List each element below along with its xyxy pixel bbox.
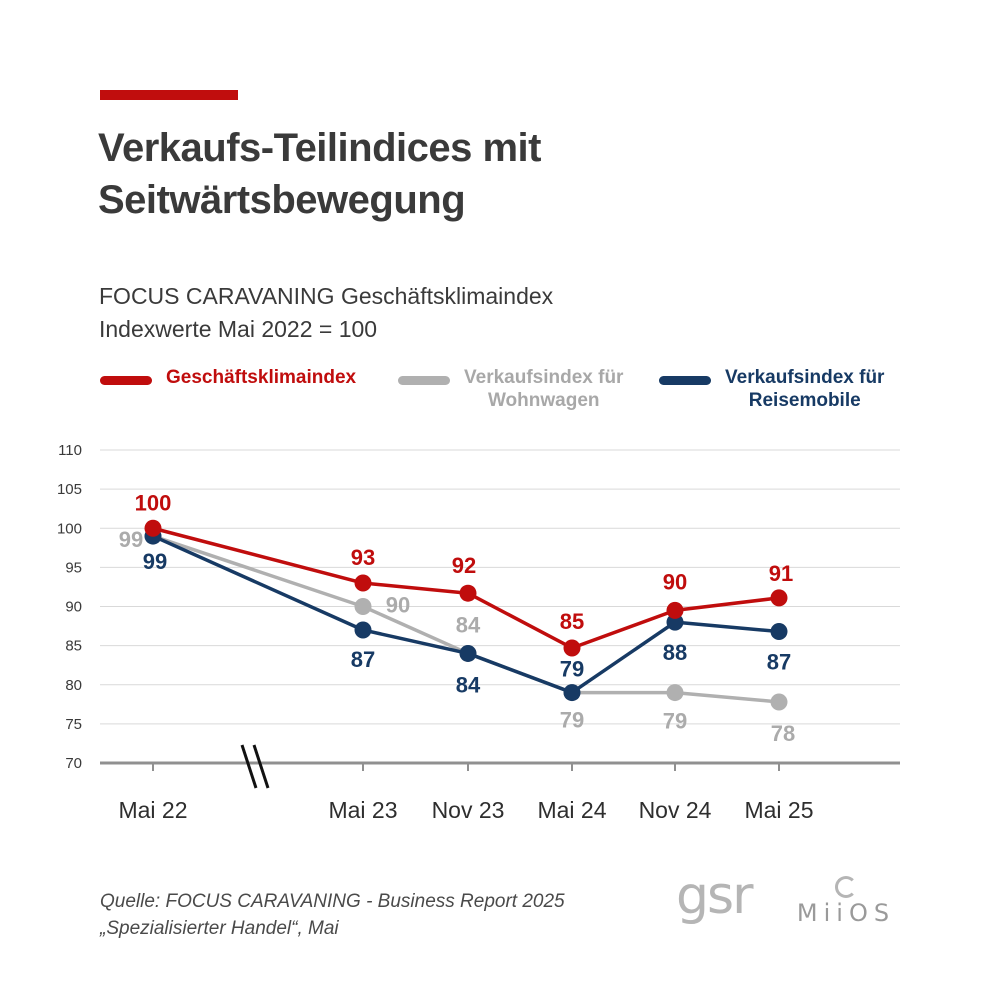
title-line-2: Seitwärtsbewegung bbox=[98, 178, 466, 222]
axis-break-mark bbox=[240, 744, 258, 789]
y-tick-label: 90 bbox=[65, 599, 82, 616]
legend-swatch bbox=[398, 376, 450, 385]
data-label: 87 bbox=[351, 647, 375, 672]
data-label: 79 bbox=[560, 708, 584, 733]
legend-item-geschaeftsklimaindex: Geschäftsklimaindex bbox=[100, 366, 356, 389]
data-point bbox=[144, 519, 162, 537]
gsr-logo: gsr bbox=[676, 870, 776, 940]
data-point bbox=[354, 574, 372, 592]
data-label: 99 bbox=[119, 527, 143, 552]
data-point bbox=[354, 621, 372, 639]
x-tick-label: Nov 24 bbox=[639, 797, 712, 823]
data-point bbox=[563, 684, 581, 702]
miios-logo-text: MiiOS bbox=[796, 899, 896, 927]
x-tick-label: Mai 24 bbox=[537, 797, 606, 823]
y-tick-label: 70 bbox=[65, 755, 82, 772]
chart-subtitle: FOCUS CARAVANING Geschäftsklimaindex Ind… bbox=[99, 280, 553, 346]
source-note: Quelle: FOCUS CARAVANING - Business Repo… bbox=[100, 891, 565, 939]
chart-legend: Geschäftsklimaindex Verkaufsindex für Wo… bbox=[0, 366, 1000, 426]
title-accent-bar bbox=[100, 90, 238, 100]
data-label: 87 bbox=[767, 650, 791, 675]
data-label: 91 bbox=[769, 561, 793, 586]
data-point bbox=[459, 644, 477, 662]
data-label: 90 bbox=[663, 569, 687, 594]
data-label: 84 bbox=[456, 612, 481, 637]
data-label: 79 bbox=[560, 657, 584, 682]
data-point bbox=[666, 613, 684, 631]
chart-title: Verkaufs-Teilindices mit Seitwärtsbewegu… bbox=[98, 122, 541, 226]
miios-ring-icon bbox=[835, 876, 857, 898]
data-label: 93 bbox=[351, 545, 375, 570]
y-tick-label: 105 bbox=[57, 481, 82, 498]
x-tick-label: Nov 23 bbox=[432, 797, 505, 823]
legend-label: Verkaufsindex für Reisemobile bbox=[725, 367, 885, 411]
data-point bbox=[354, 598, 372, 615]
legend-swatch bbox=[100, 376, 152, 385]
x-tick-label: Mai 25 bbox=[744, 797, 813, 823]
title-line-1: Verkaufs-Teilindices mit bbox=[98, 126, 541, 170]
data-point bbox=[563, 639, 581, 657]
miios-logo: MiiOS bbox=[786, 876, 906, 940]
y-tick-label: 95 bbox=[65, 559, 82, 576]
data-label: 85 bbox=[560, 609, 584, 634]
data-label: 99 bbox=[143, 549, 167, 574]
y-tick-label: 85 bbox=[65, 638, 82, 655]
data-point bbox=[770, 693, 788, 711]
x-tick-label: Mai 23 bbox=[328, 797, 397, 823]
legend-item-reisemobile: Verkaufsindex für Reisemobile bbox=[659, 366, 884, 412]
data-label: 84 bbox=[456, 672, 481, 697]
legend-label: Geschäftsklimaindex bbox=[166, 367, 357, 388]
y-tick-label: 80 bbox=[65, 677, 82, 694]
data-label: 100 bbox=[135, 490, 172, 515]
line-chart: 70 75 80 85 90 95 100 105 110 Mai 22 Mai 23 Nov 23 M… bbox=[57, 442, 900, 823]
y-tick-label: 100 bbox=[57, 520, 82, 537]
gsr-logo-text: gsr bbox=[676, 866, 753, 926]
data-label: 78 bbox=[771, 721, 795, 746]
data-point bbox=[666, 601, 684, 619]
x-tick-label: Mai 22 bbox=[118, 797, 187, 823]
data-point bbox=[666, 684, 684, 702]
y-tick-label: 110 bbox=[58, 442, 82, 459]
series-line bbox=[151, 534, 781, 695]
legend-item-wohnwagen: Verkaufsindex für Wohnwagen bbox=[398, 366, 623, 412]
legend-swatch bbox=[659, 376, 711, 385]
legend-label: Verkaufsindex für Wohnwagen bbox=[464, 367, 624, 411]
data-point bbox=[770, 589, 788, 607]
data-label: 88 bbox=[663, 640, 687, 665]
subtitle-line-1: FOCUS CARAVANING Geschäftsklimaindex bbox=[99, 283, 554, 309]
data-label: 92 bbox=[452, 553, 476, 578]
data-point bbox=[459, 584, 477, 602]
data-label: 90 bbox=[386, 593, 410, 618]
data-label: 79 bbox=[663, 709, 687, 734]
axis-break-mark bbox=[252, 744, 270, 789]
data-point bbox=[770, 623, 788, 641]
y-tick-label: 75 bbox=[65, 716, 82, 733]
subtitle-line-2: Indexwerte Mai 2022 = 100 bbox=[99, 316, 378, 342]
series-line bbox=[151, 526, 781, 650]
